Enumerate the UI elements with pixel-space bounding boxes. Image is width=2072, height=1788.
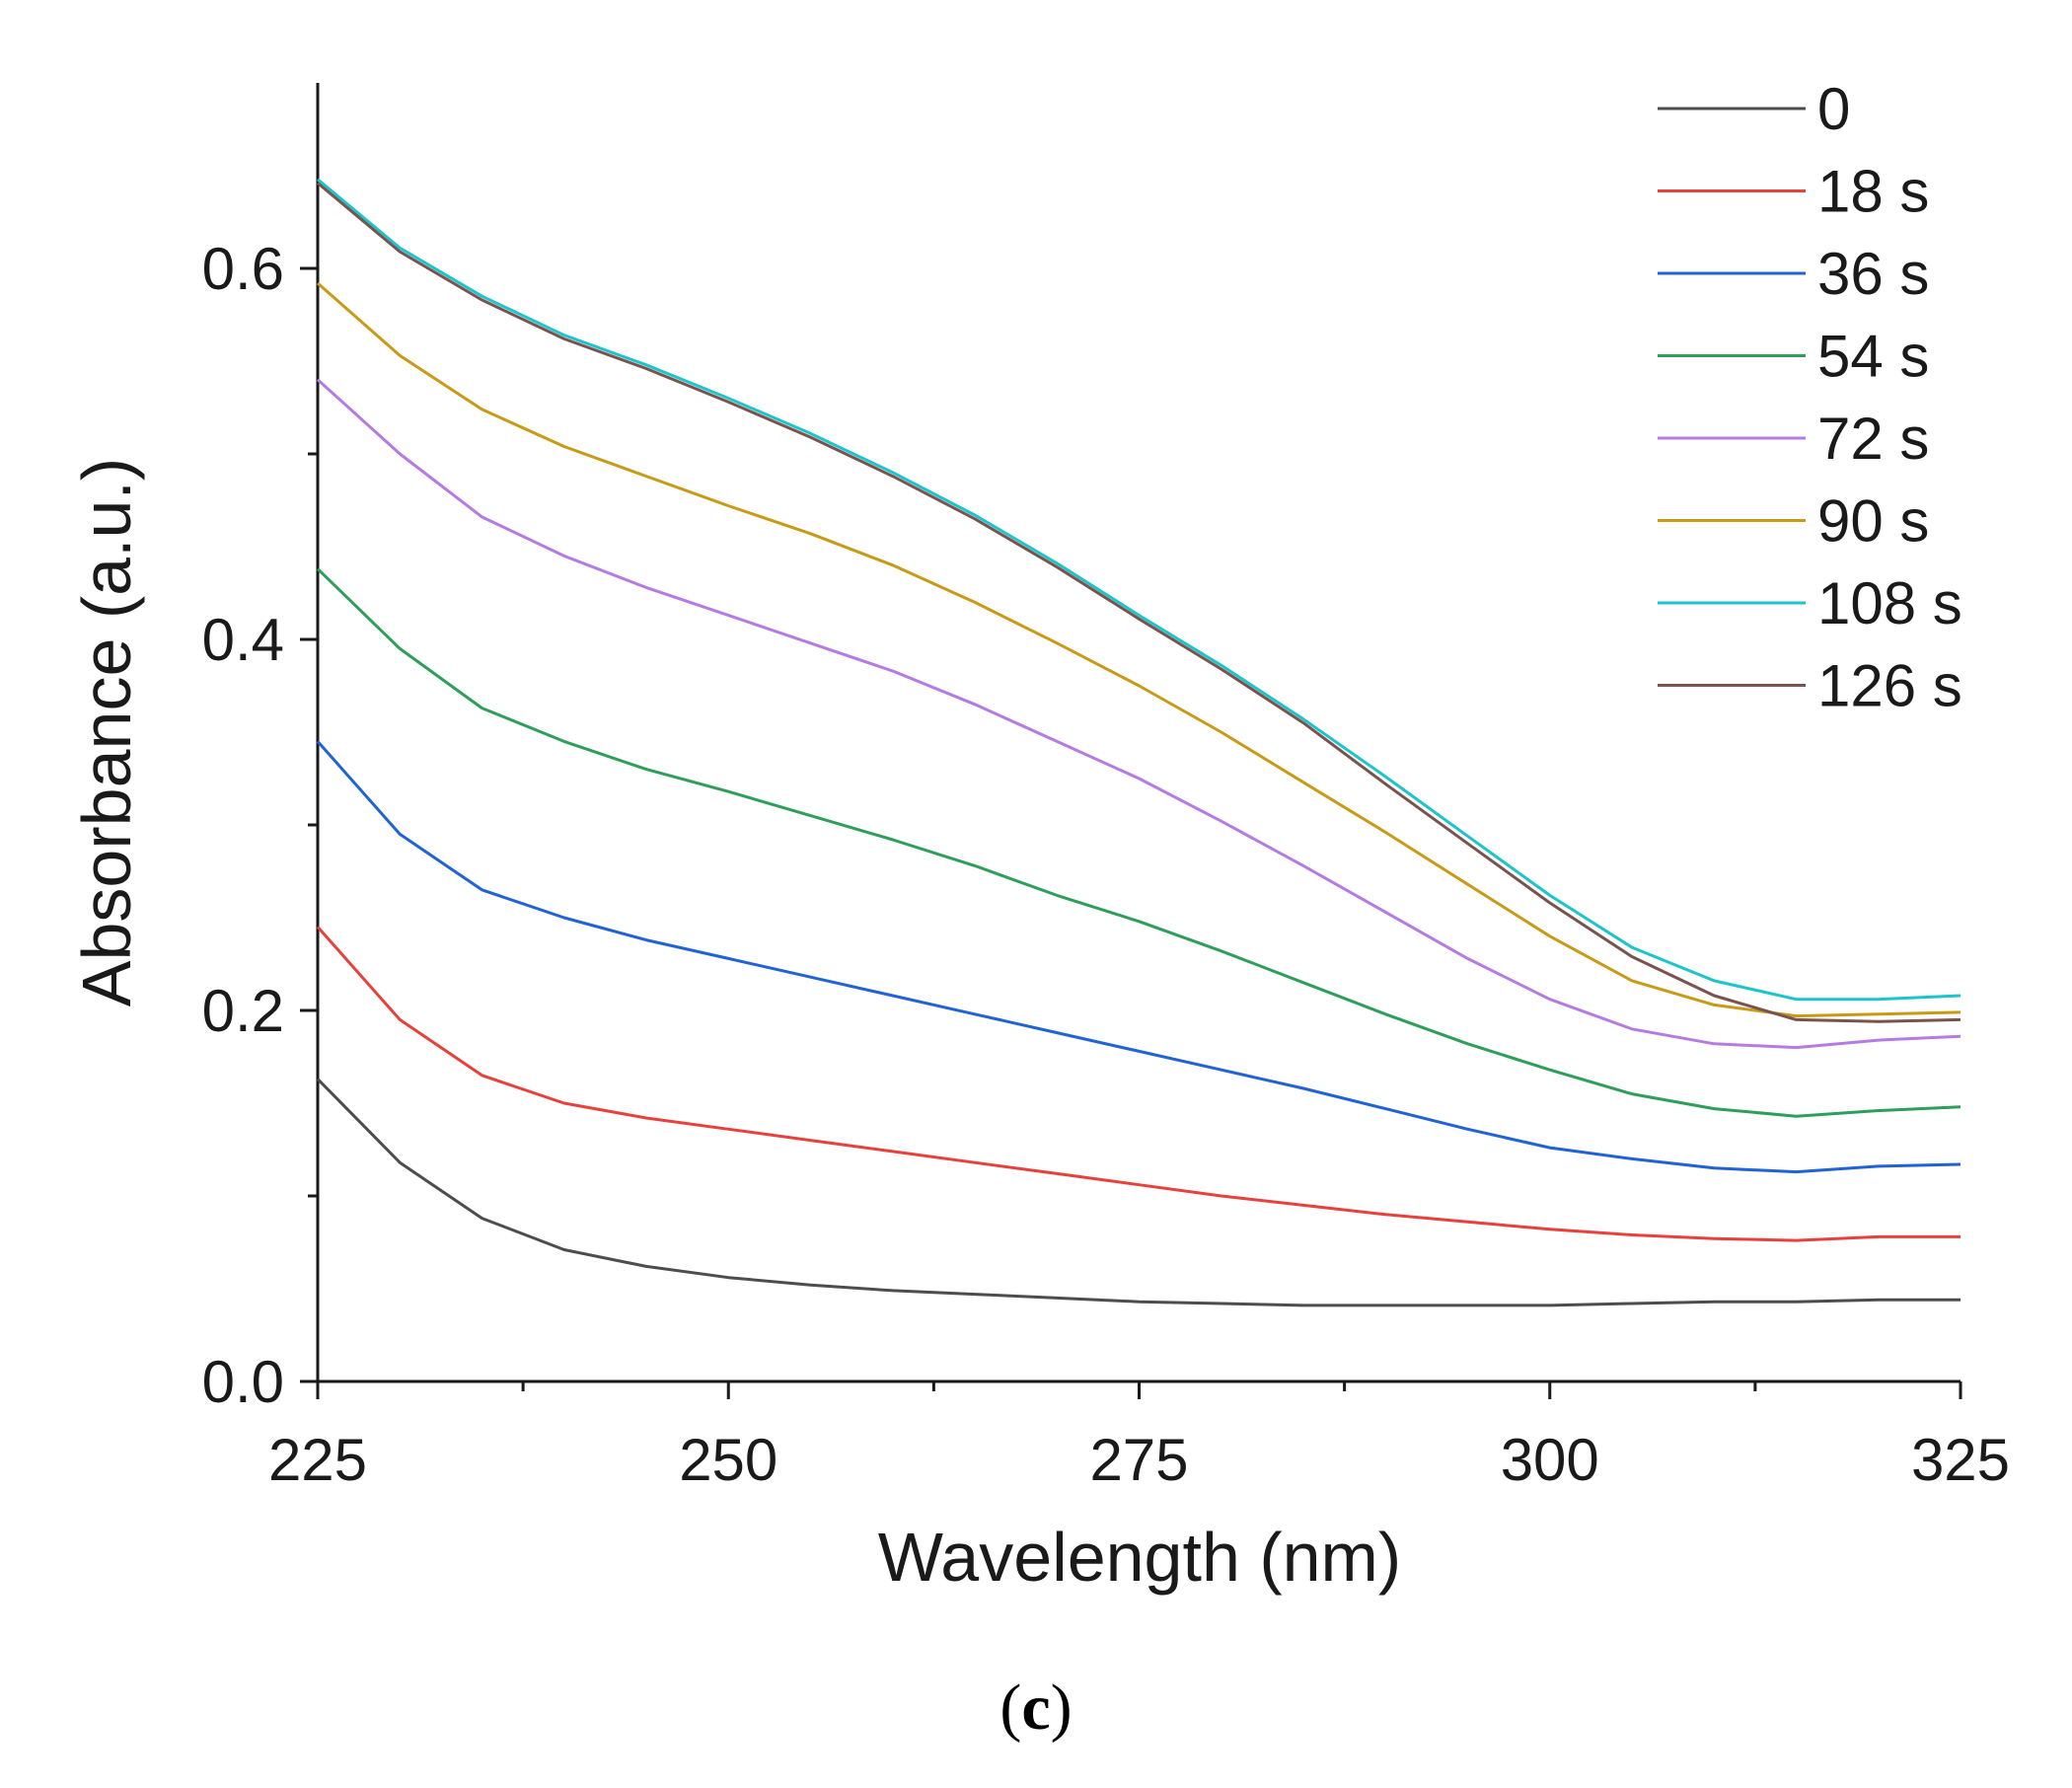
legend-label-108-s: 108 s — [1817, 570, 1962, 636]
y-axis-title: Absorbance (a.u.) — [68, 458, 145, 1006]
legend-label-18-s: 18 s — [1817, 159, 1929, 225]
caption-open-paren: ( — [999, 1672, 1021, 1744]
series-line-36-s — [316, 740, 1961, 1174]
series-line-0 — [316, 1078, 1961, 1307]
series-line-18-s — [316, 926, 1961, 1242]
series-lines — [316, 178, 1961, 1307]
legend-label-36-s: 36 s — [1817, 241, 1929, 307]
y-tick-label: 0.2 — [202, 978, 284, 1044]
series-line-72-s — [316, 378, 1961, 1050]
series-line-108-s — [317, 178, 1961, 1002]
legend-label-90-s: 90 s — [1817, 488, 1929, 555]
legend-label-126-s: 126 s — [1817, 653, 1962, 719]
x-tick-label: 325 — [1911, 1427, 2010, 1493]
series-line-126-s — [317, 182, 1961, 1023]
y-tick-label: 0.4 — [202, 607, 284, 673]
series-line-54-s — [316, 567, 1961, 1118]
x-tick-label: 300 — [1501, 1427, 1599, 1493]
legend-label-0: 0 — [1817, 76, 1850, 142]
legend: 0 18 s 36 s 54 s 72 s 90 s 108 s 126 s — [1658, 76, 1962, 719]
ticks: 225 250 275 300 325 0.0 0.2 0.4 0.6 — [202, 236, 2010, 1493]
x-tick-label: 225 — [268, 1427, 367, 1493]
caption-letter: c — [1021, 1672, 1050, 1744]
axes — [316, 83, 1961, 1383]
figure-caption: (c) — [999, 1672, 1072, 1744]
x-tick-label: 250 — [679, 1427, 777, 1493]
legend-label-72-s: 72 s — [1817, 406, 1929, 472]
y-tick-label: 0.0 — [202, 1349, 284, 1415]
series-line-90-s — [317, 281, 1961, 1018]
x-tick-label: 275 — [1089, 1427, 1188, 1493]
legend-label-54-s: 54 s — [1817, 324, 1929, 390]
y-tick-label: 0.6 — [202, 236, 284, 302]
x-axis-title: Wavelength (nm) — [878, 1519, 1401, 1596]
caption-close-paren: ) — [1051, 1672, 1073, 1744]
